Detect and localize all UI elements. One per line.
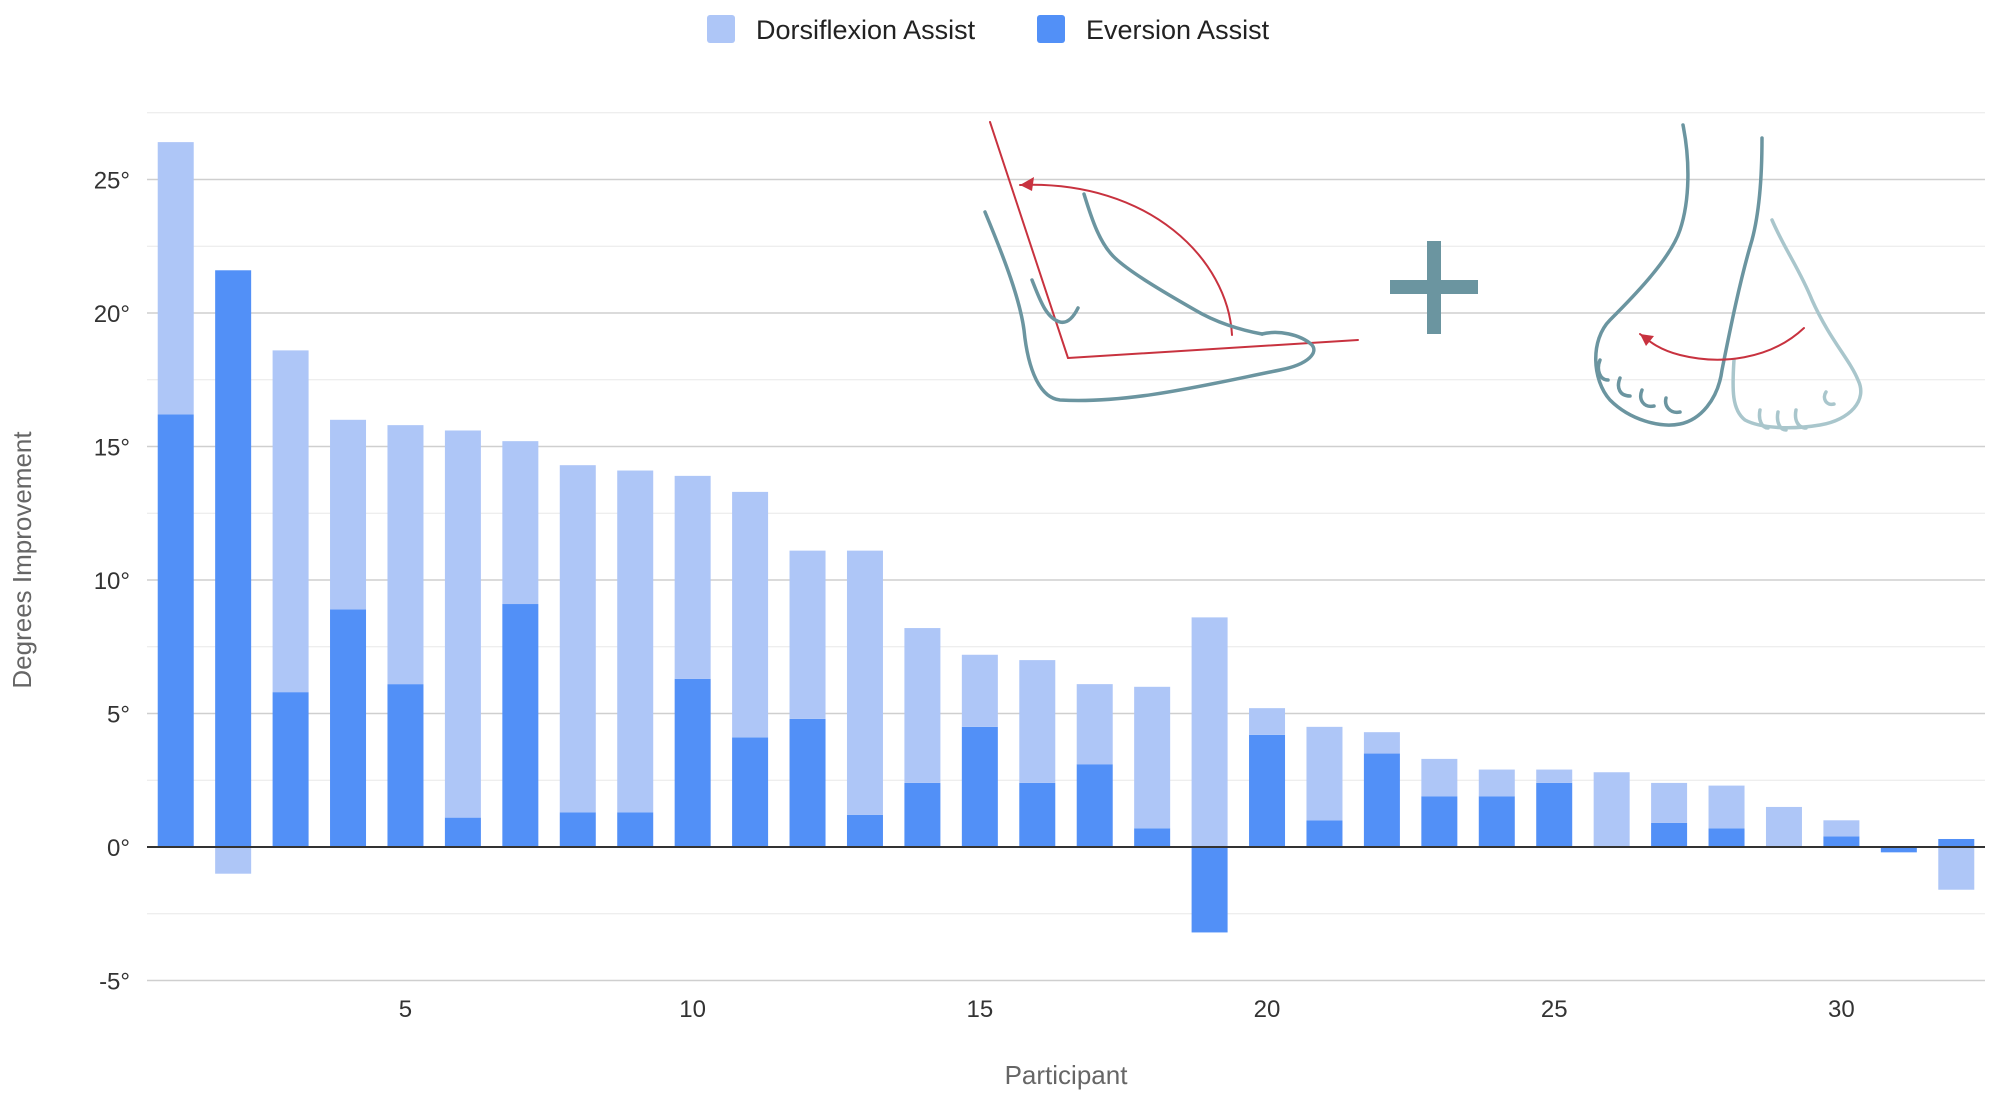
legend-swatch-dorsiflexion	[707, 15, 735, 43]
bar-dorsiflexion-30	[1823, 820, 1860, 837]
x-tick-label: 25	[1541, 996, 1568, 1023]
bar-dorsiflexion-17	[1076, 684, 1113, 765]
bar-eversion-24	[1478, 796, 1515, 847]
legend: Dorsiflexion Assist Eversion Assist	[707, 15, 1270, 45]
bar-eversion-3	[272, 692, 309, 847]
bar-dorsiflexion-8	[559, 465, 596, 813]
bar-eversion-21	[1306, 820, 1343, 847]
bar-eversion-13	[846, 814, 883, 847]
bar-eversion-31	[1880, 847, 1917, 853]
bars	[157, 142, 1975, 933]
bar-dorsiflexion-7	[502, 441, 539, 605]
bar-dorsiflexion-32	[1938, 847, 1975, 890]
bar-eversion-6	[444, 817, 481, 847]
bar-dorsiflexion-29	[1765, 806, 1802, 847]
bar-dorsiflexion-11	[732, 491, 769, 738]
bar-eversion-20	[1249, 734, 1286, 847]
bar-dorsiflexion-26	[1593, 772, 1630, 847]
bar-dorsiflexion-2	[215, 847, 252, 874]
bar-eversion-25	[1536, 782, 1573, 847]
bar-dorsiflexion-6	[444, 430, 481, 818]
bar-dorsiflexion-10	[674, 475, 711, 679]
y-tick-label: -5°	[99, 969, 130, 996]
bar-eversion-27	[1651, 822, 1688, 847]
bar-dorsiflexion-19	[1191, 617, 1228, 847]
bar-dorsiflexion-1	[157, 142, 194, 415]
bar-eversion-17	[1076, 764, 1113, 847]
bar-eversion-12	[789, 718, 826, 847]
y-tick-label: 0°	[107, 835, 130, 862]
bar-eversion-8	[559, 812, 596, 847]
y-tick-label: 20°	[94, 301, 130, 328]
bar-dorsiflexion-5	[387, 425, 424, 685]
x-axis-title: Participant	[1005, 1060, 1129, 1090]
bar-dorsiflexion-22	[1363, 732, 1400, 754]
eversion-foot-icon	[1594, 123, 1863, 432]
bar-dorsiflexion-24	[1478, 769, 1515, 797]
bar-dorsiflexion-28	[1708, 785, 1745, 829]
y-tick-label: 15°	[94, 435, 130, 462]
bar-eversion-5	[387, 684, 424, 847]
bar-eversion-32	[1938, 838, 1975, 847]
bar-dorsiflexion-14	[904, 628, 941, 783]
bar-eversion-1	[157, 414, 194, 847]
bar-dorsiflexion-13	[846, 550, 883, 815]
plus-icon	[1390, 241, 1478, 334]
bar-dorsiflexion-18	[1134, 686, 1171, 829]
x-tick-label: 15	[966, 996, 993, 1023]
bar-dorsiflexion-21	[1306, 726, 1343, 821]
bar-dorsiflexion-23	[1421, 758, 1458, 797]
x-tick-label: 5	[399, 996, 412, 1023]
bar-eversion-28	[1708, 828, 1745, 847]
y-axis-title: Degrees Improvement	[7, 431, 37, 689]
x-tick-label: 30	[1828, 996, 1855, 1023]
bar-eversion-9	[617, 812, 654, 847]
legend-label-dorsiflexion: Dorsiflexion Assist	[756, 15, 976, 45]
bar-eversion-14	[904, 782, 941, 847]
bar-eversion-16	[1019, 782, 1056, 847]
bar-eversion-22	[1363, 753, 1400, 847]
bar-eversion-15	[961, 726, 998, 847]
legend-swatch-eversion	[1037, 15, 1065, 43]
bar-dorsiflexion-4	[330, 419, 367, 610]
x-tick-label: 20	[1254, 996, 1281, 1023]
bar-dorsiflexion-15	[961, 654, 998, 727]
bar-eversion-2	[215, 270, 252, 847]
bar-eversion-30	[1823, 836, 1860, 847]
dorsiflexion-foot-icon	[983, 121, 1359, 403]
bar-dorsiflexion-9	[617, 470, 654, 813]
bar-dorsiflexion-20	[1249, 708, 1286, 735]
foot-illustration	[983, 121, 1863, 432]
bar-eversion-4	[330, 609, 367, 847]
bar-dorsiflexion-12	[789, 550, 826, 719]
bar-eversion-23	[1421, 796, 1458, 847]
y-axis-ticks: -5° 0° 5° 10° 15° 20° 25°	[94, 168, 130, 996]
y-tick-label: 5°	[107, 702, 130, 729]
x-tick-label: 10	[679, 996, 706, 1023]
bar-eversion-18	[1134, 828, 1171, 847]
bar-dorsiflexion-16	[1019, 660, 1056, 783]
bar-dorsiflexion-27	[1651, 782, 1688, 823]
bar-dorsiflexion-25	[1536, 769, 1573, 783]
bar-eversion-19	[1191, 847, 1228, 933]
y-tick-label: 10°	[94, 568, 130, 595]
legend-label-eversion: Eversion Assist	[1086, 15, 1270, 45]
x-axis-ticks: 5 10 15 20 25 30	[399, 996, 1855, 1023]
bar-eversion-7	[502, 604, 539, 847]
bar-dorsiflexion-3	[272, 350, 309, 693]
bar-eversion-11	[732, 737, 769, 847]
bar-eversion-10	[674, 678, 711, 847]
y-tick-label: 25°	[94, 168, 130, 195]
